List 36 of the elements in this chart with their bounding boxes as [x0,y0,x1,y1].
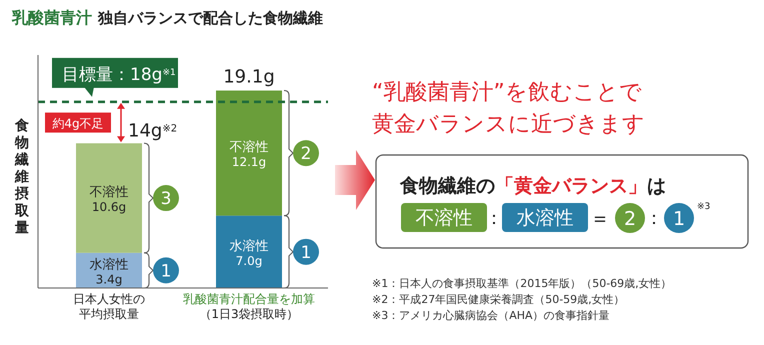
text: 1 [672,208,686,230]
text: 不溶性 [416,207,472,229]
text: 水溶性 [516,207,574,229]
text: ： [645,208,663,229]
text: 「黄金バランス」 [495,175,647,197]
text: ※2：平成27年国民健康栄養調査（50-59歳,女性） [372,293,625,306]
data-label: 水溶性3.4g [90,256,128,286]
annotation: 2 [300,144,312,164]
text: 2 [624,208,636,230]
chart-title: 乳酸菌青汁 [11,8,92,27]
annotation: 3 [160,189,172,210]
total-label: 14g$^{※2}$ [128,120,178,142]
data-label: 不溶性12.1g [230,139,268,170]
annotation: 約4g不足 [52,116,104,131]
text: は [647,175,666,197]
text: 食物繊維の [399,175,495,197]
annotation: 1 [300,242,312,263]
text: 黄金バランスに近づきます [372,112,645,137]
bar [216,90,282,216]
bar [76,143,142,253]
x-tick-label: 乳酸菌青汁配合量を加算（1日3袋摂取時） [183,292,315,321]
text: ＝ [590,206,610,230]
annotation: 1 [160,261,172,282]
chart-subtitle: 独自バランスで配合した食物繊維 [97,9,323,27]
total-label: 19.1g [223,66,275,88]
text: ※3 [697,202,710,212]
text: ※3：アメリカ心臓病協会（AHA）の食事指針量 [372,309,610,322]
bar [216,216,282,288]
x-tick-label: 日本人女性の平均摂取量 [73,292,145,321]
data-label: 水溶性7.0g [230,238,268,268]
data-label: 不溶性10.6g [90,184,128,214]
text: “乳酸菌青汁”を飲むことで [372,80,642,105]
text: ： [485,208,503,229]
ref-line-label: 目標量：18g$^{※1}$ [62,64,176,85]
text: ※1：日本人の食事摂取基準（2015年版）（50-69歳,女性） [372,277,672,290]
y-axis-title: 食物繊維摂取量 [14,118,30,236]
